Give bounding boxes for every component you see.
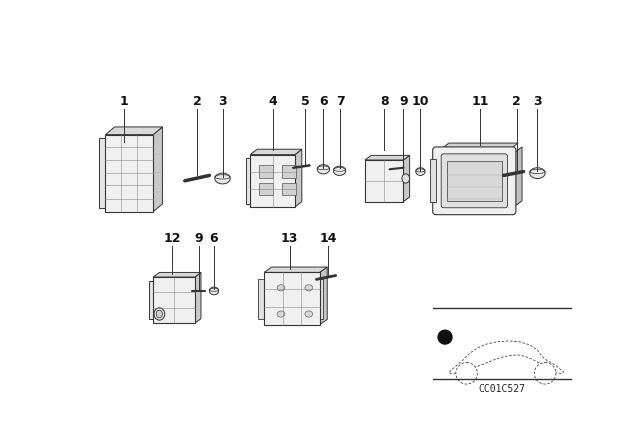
Text: 14: 14	[319, 232, 337, 245]
Polygon shape	[153, 127, 163, 211]
Ellipse shape	[317, 165, 330, 174]
Polygon shape	[264, 267, 327, 272]
Polygon shape	[319, 279, 323, 319]
Ellipse shape	[277, 311, 285, 317]
Text: 6: 6	[319, 95, 328, 108]
Polygon shape	[365, 155, 410, 160]
Polygon shape	[440, 143, 518, 150]
Text: 1: 1	[120, 95, 129, 108]
Text: 10: 10	[412, 95, 429, 108]
Polygon shape	[153, 272, 201, 277]
Ellipse shape	[156, 310, 163, 318]
Text: 12: 12	[164, 232, 181, 245]
Polygon shape	[365, 160, 403, 202]
Text: 9: 9	[195, 232, 203, 245]
Ellipse shape	[530, 168, 545, 178]
Polygon shape	[295, 149, 302, 207]
Ellipse shape	[416, 168, 425, 176]
Ellipse shape	[277, 285, 285, 291]
Polygon shape	[99, 138, 106, 208]
Polygon shape	[319, 267, 327, 325]
Circle shape	[438, 330, 452, 344]
Ellipse shape	[402, 174, 410, 183]
Polygon shape	[195, 272, 201, 323]
Polygon shape	[264, 272, 319, 325]
Text: 4: 4	[268, 95, 277, 108]
Ellipse shape	[215, 173, 230, 184]
Text: 3: 3	[533, 95, 541, 108]
Bar	[282, 183, 296, 195]
Text: 9: 9	[399, 95, 408, 108]
Ellipse shape	[209, 287, 219, 295]
Polygon shape	[148, 281, 153, 319]
Text: 3: 3	[218, 95, 227, 108]
FancyBboxPatch shape	[433, 147, 516, 215]
Bar	[447, 161, 502, 201]
Text: 7: 7	[336, 95, 345, 108]
Polygon shape	[106, 127, 163, 134]
Polygon shape	[250, 149, 302, 155]
Polygon shape	[246, 158, 250, 204]
Polygon shape	[250, 155, 295, 207]
Polygon shape	[513, 147, 522, 208]
Circle shape	[534, 362, 556, 384]
Text: 2: 2	[512, 95, 521, 108]
Bar	[282, 165, 296, 178]
Polygon shape	[429, 159, 436, 202]
Bar	[259, 165, 273, 178]
Polygon shape	[106, 134, 153, 211]
Polygon shape	[258, 279, 264, 319]
Text: CC01C527: CC01C527	[479, 383, 525, 394]
Bar	[259, 183, 273, 195]
Polygon shape	[403, 155, 410, 202]
Text: 13: 13	[281, 232, 298, 245]
Text: 8: 8	[380, 95, 388, 108]
FancyBboxPatch shape	[441, 154, 508, 208]
Ellipse shape	[154, 308, 164, 320]
Ellipse shape	[305, 285, 312, 291]
Polygon shape	[450, 341, 564, 373]
Text: 5: 5	[301, 95, 309, 108]
Polygon shape	[153, 277, 195, 323]
Text: 6: 6	[210, 232, 218, 245]
Circle shape	[456, 362, 477, 384]
Ellipse shape	[333, 166, 346, 176]
Ellipse shape	[305, 311, 312, 317]
Text: 11: 11	[472, 95, 489, 108]
Text: 2: 2	[193, 95, 202, 108]
